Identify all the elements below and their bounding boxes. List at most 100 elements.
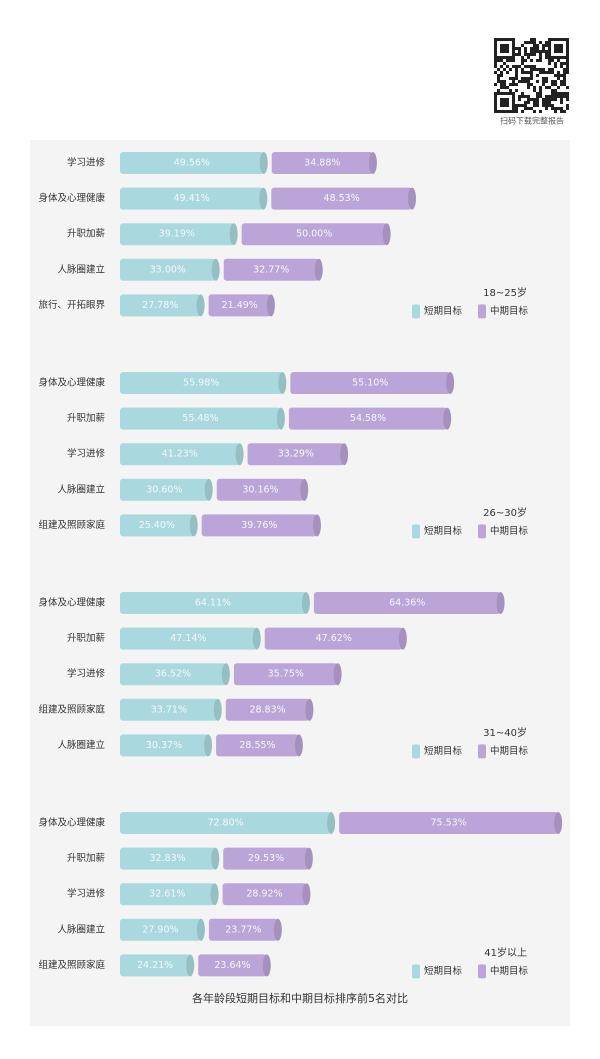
qr-cell: [524, 47, 527, 50]
qr-cell: [563, 71, 566, 74]
qr-cell: [536, 68, 539, 71]
qr-cell: [515, 104, 518, 107]
qr-cell: [497, 80, 500, 83]
bar: [120, 954, 191, 977]
bar: [120, 187, 264, 210]
category-label: 身体及心理健康: [38, 192, 105, 204]
value-label: 32.77%: [253, 264, 289, 275]
bar-cap: [327, 812, 336, 834]
qr-cell: [566, 65, 569, 68]
qr-cell: [524, 65, 527, 68]
bar-cap: [554, 812, 563, 834]
qr-cell: [539, 71, 542, 74]
bar: [120, 152, 264, 174]
qr-cell: [533, 98, 536, 101]
qr-cell: [545, 107, 548, 110]
qr-cell: [551, 98, 554, 101]
qr-cell: [530, 83, 533, 86]
category-label: 旅行、开拓眼界: [38, 299, 105, 311]
qr-cell: [548, 68, 551, 71]
qr-cell: [551, 83, 554, 86]
qr-cell: [494, 83, 497, 86]
qr-cell: [503, 50, 506, 53]
qr-cell: [554, 38, 557, 41]
qr-cell: [545, 41, 548, 44]
qr-cell: [509, 92, 512, 95]
qr-cell: [503, 44, 506, 47]
qr-cell: [521, 77, 524, 80]
value-label: 23.77%: [225, 924, 261, 935]
qr-cell: [554, 107, 557, 110]
qr-cell: [530, 107, 533, 110]
value-label: 29.53%: [248, 853, 284, 864]
qr-cell: [563, 95, 566, 98]
qr-cell: [494, 50, 497, 53]
qr-cell: [542, 80, 545, 83]
qr-cell: [566, 50, 569, 53]
bar-cap: [312, 514, 321, 537]
bar: [120, 812, 332, 834]
qr-cell: [557, 71, 560, 74]
qr-cell: [530, 41, 533, 44]
qr-cell: [509, 89, 512, 92]
qr-cell: [509, 77, 512, 80]
qr-cell: [557, 59, 560, 62]
qr-cell: [539, 50, 542, 53]
qr-cell: [536, 44, 539, 47]
qr-cell: [500, 59, 503, 62]
value-label: 30.37%: [146, 740, 182, 751]
value-label: 48.53%: [324, 193, 360, 204]
value-label: 30.60%: [146, 484, 182, 495]
bar-cap: [189, 514, 198, 537]
qr-cell: [548, 62, 551, 65]
qr-cell: [560, 98, 563, 101]
category-label: 学习进修: [67, 668, 106, 680]
category-label: 升职加薪: [67, 632, 106, 644]
bar-cap: [196, 918, 205, 941]
qr-cell: [533, 110, 536, 113]
qr-cell: [539, 41, 542, 44]
bar: [288, 407, 448, 430]
qr-cell: [545, 53, 548, 56]
value-label: 27.78%: [142, 300, 178, 311]
value-label: 55.10%: [352, 378, 388, 389]
qr-cell: [512, 44, 515, 47]
qr-cell: [515, 89, 518, 92]
qr-cell: [539, 89, 542, 92]
bar-cap: [252, 627, 261, 650]
qr-cell: [506, 98, 509, 101]
qr-cell: [548, 50, 551, 53]
legend-label: 短期目标: [424, 305, 463, 317]
qr-cell: [542, 101, 545, 104]
qr-cell: [497, 77, 500, 80]
qr-cell: [512, 110, 515, 113]
qr-cell: [515, 110, 518, 113]
qr-cell: [500, 74, 503, 77]
qr-cell: [500, 38, 503, 41]
qr-cell: [560, 47, 563, 50]
qr-cell: [563, 68, 566, 71]
qr-cell: [500, 104, 503, 107]
qr-cell: [521, 59, 524, 62]
qr-cell: [527, 71, 530, 74]
qr-cell: [512, 56, 515, 59]
qr-cell: [536, 59, 539, 62]
bar: [120, 514, 194, 537]
qr-cell: [536, 104, 539, 107]
qr-cell: [506, 59, 509, 62]
qr-cell: [539, 53, 542, 56]
qr-cell: [527, 101, 530, 104]
category-label: 组建及照顾家庭: [38, 703, 105, 715]
qr-cell: [530, 65, 533, 68]
qr-cell: [494, 65, 497, 68]
legend-label: 中期目标: [490, 965, 529, 977]
qr-cell: [551, 107, 554, 110]
qr-cell: [536, 92, 539, 95]
qr-cell: [539, 56, 542, 59]
qr-cell: [530, 59, 533, 62]
qr-cell: [494, 92, 497, 95]
qr-cell: [521, 71, 524, 74]
category-label: 学习进修: [67, 448, 106, 460]
qr-cell: [524, 59, 527, 62]
qr-cell: [512, 50, 515, 53]
